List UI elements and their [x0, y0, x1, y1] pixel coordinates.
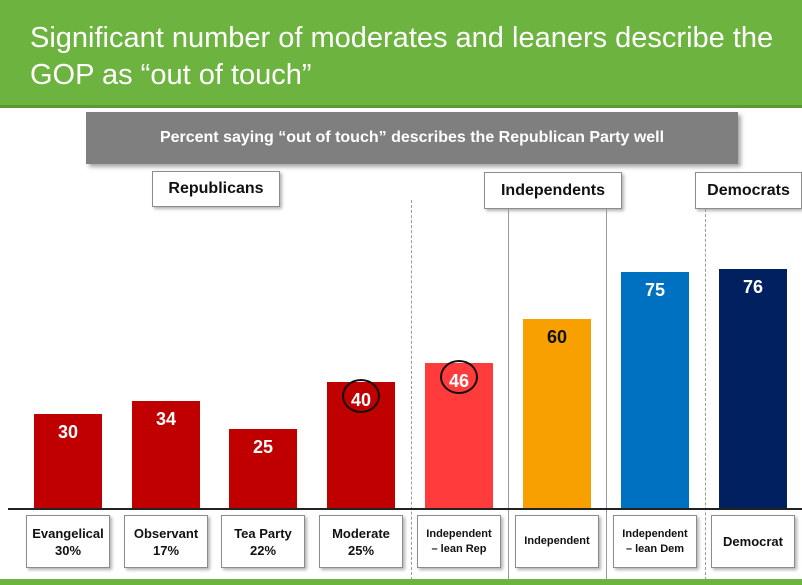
- bar-7: [719, 268, 787, 508]
- category-detail: – lean Dem: [625, 542, 685, 555]
- bar-6: [621, 271, 689, 508]
- category-name: Moderate: [332, 525, 390, 541]
- category-label-2: Tea Party 22%: [221, 515, 305, 568]
- divider-independents-right: [606, 209, 607, 580]
- category-name: Evangelical: [32, 525, 104, 541]
- category-name: Independent: [426, 527, 492, 540]
- bar-0: [34, 413, 102, 508]
- highlight-circle-4: [440, 360, 478, 395]
- category-name: Independent: [524, 535, 590, 547]
- bar-value-label-5: 60: [546, 327, 568, 347]
- category-label-0: Evangelical 30%: [26, 515, 110, 568]
- bar-value-label-2: 25: [252, 437, 274, 458]
- bar-1: [132, 400, 200, 508]
- category-label-1: Observant 17%: [124, 515, 208, 568]
- category-detail: 22%: [249, 542, 277, 558]
- divider-republicans-independents: [411, 200, 412, 580]
- title-bar: Significant number of moderates and lean…: [0, 0, 802, 108]
- category-label-5: Independent: [515, 515, 599, 568]
- category-label-4: Independent – lean Rep: [417, 515, 501, 568]
- chart-subtitle: Percent saying “out of touch” describes …: [86, 112, 738, 164]
- category-detail: 30%: [54, 542, 82, 558]
- category-detail: 25%: [347, 542, 375, 558]
- bar-value-label-1: 34: [155, 408, 177, 429]
- category-label-7: Democrat: [711, 515, 795, 568]
- slide-title: Significant number of moderates and lean…: [30, 22, 774, 91]
- bar-value-label-0: 30: [57, 421, 79, 442]
- category-name: Democrat: [723, 534, 783, 549]
- group-label-democrats: Democrats: [695, 172, 802, 209]
- bar-2: [229, 429, 297, 508]
- divider-independents-democrats: [705, 209, 706, 580]
- category-detail: – lean Rep: [431, 542, 487, 555]
- bottom-accent-bar: [0, 579, 802, 585]
- category-name: Tea Party: [234, 525, 292, 541]
- bar-value-label-7: 76: [742, 276, 764, 297]
- category-detail: 17%: [152, 542, 180, 558]
- category-name: Independent: [622, 527, 688, 540]
- divider-independents-left: [508, 209, 509, 580]
- category-name: Observant: [133, 525, 199, 541]
- category-label-3: Moderate 25%: [319, 515, 403, 568]
- group-label-independents: Independents: [484, 172, 622, 209]
- bar-5: [523, 319, 591, 508]
- group-label-republicans: Republicans: [152, 171, 280, 207]
- bar-value-label-6: 75: [644, 279, 666, 300]
- category-label-6: Independent – lean Dem: [613, 515, 697, 568]
- highlight-circle-3: [342, 379, 380, 413]
- x-axis-baseline: [8, 508, 802, 510]
